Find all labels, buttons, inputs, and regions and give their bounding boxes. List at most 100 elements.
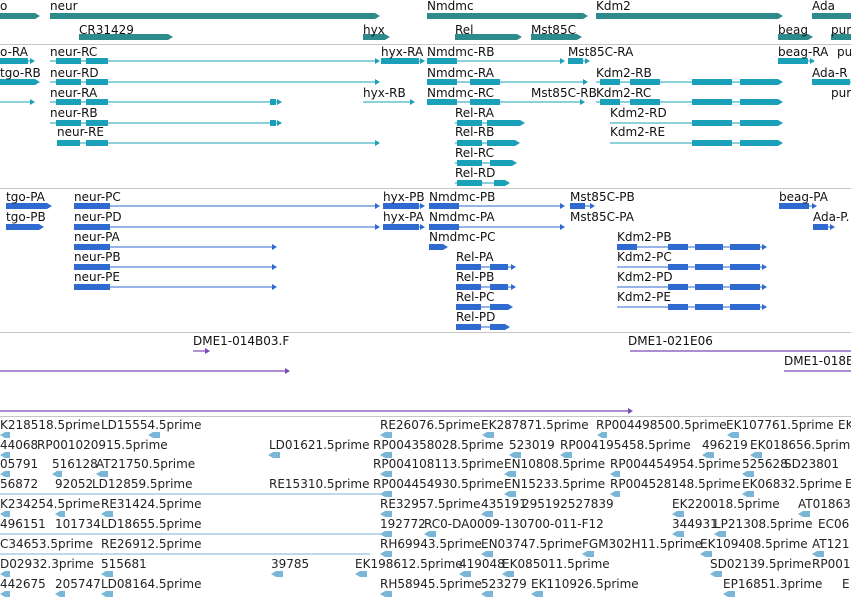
est-label[interactable]: EK198612.5prime <box>355 557 463 571</box>
protein-label[interactable]: neur-PE <box>74 270 120 284</box>
protein-label[interactable]: Mst85C-PA <box>570 210 634 224</box>
gene-label[interactable]: CR31429 <box>79 23 134 37</box>
est-label[interactable]: RE15310.5prime <box>269 477 370 491</box>
est-label[interactable]: EC06 <box>818 517 850 531</box>
gene-label[interactable]: Nmdmc <box>427 0 474 13</box>
transcript-label[interactable]: Rel-RA <box>455 106 494 120</box>
est-label[interactable]: RP001020915.5prime <box>37 438 168 452</box>
est-label[interactable]: EN03747.5prime <box>481 537 583 551</box>
protein-label[interactable]: Nmdmc-PB <box>429 190 496 204</box>
transcript-label[interactable]: Nmdmc-RA <box>427 66 494 80</box>
est-label[interactable]: LD18655.5prime <box>101 517 202 531</box>
transcript-label[interactable]: Rel-RB <box>455 125 495 139</box>
est-label[interactable]: EK06832.5prime <box>742 477 843 491</box>
est-label[interactable]: 523019 <box>509 438 555 452</box>
protein-label[interactable]: tgo-PB <box>6 210 46 224</box>
est-label[interactable]: 05791 <box>0 457 39 471</box>
est-label[interactable]: RP004528148.5prime <box>610 477 741 491</box>
protein-label[interactable]: hyx-PB <box>383 190 425 204</box>
protein-label[interactable]: Mst85C-PB <box>570 190 635 204</box>
est-label[interactable]: 205747 <box>55 577 101 591</box>
est-label[interactable]: LD08164.5prime <box>101 577 202 591</box>
est-label[interactable]: EK220018.5prime <box>672 497 780 511</box>
protein-label[interactable]: Kdm2-PD <box>617 270 673 284</box>
est-label[interactable]: EK287871.5prime <box>481 418 589 432</box>
est-label[interactable]: 101734 <box>55 517 101 531</box>
clone-label[interactable]: DME1-014B03.F <box>193 334 290 348</box>
est-label[interactable]: 39785 <box>271 557 310 571</box>
est-label[interactable]: RE31424.5prime <box>101 497 202 511</box>
gene-label[interactable]: neur <box>50 0 78 13</box>
transcript-label[interactable]: Kdm2-RE <box>610 125 666 139</box>
gene-label[interactable]: pur <box>831 23 851 37</box>
transcript-label[interactable]: Nmdmc-RB <box>427 45 495 59</box>
est-label[interactable]: RP004108113.5prime <box>373 457 504 471</box>
transcript-label[interactable]: hyx-RB <box>363 86 406 100</box>
est-label[interactable]: RP004195458.5prime <box>560 438 691 452</box>
clone-label[interactable]: DME1-018E <box>784 354 851 368</box>
est-label[interactable]: EK109408.5prime <box>700 537 808 551</box>
est-label[interactable]: 295192527839 <box>522 497 614 511</box>
transcript-label[interactable]: neur-RA <box>50 86 98 100</box>
gene-label[interactable]: Mst85C <box>531 23 576 37</box>
est-label[interactable]: E <box>845 477 851 491</box>
protein-label[interactable]: Ada-P. <box>813 210 850 224</box>
est-label[interactable]: 496219 <box>702 438 748 452</box>
transcript-label[interactable]: neur-RE <box>57 125 105 139</box>
protein-label[interactable]: tgo-PA <box>6 190 45 204</box>
protein-label[interactable]: Rel-PC <box>456 290 495 304</box>
est-label[interactable]: RP004454930.5prime <box>373 477 504 491</box>
transcript-label[interactable]: neur-RD <box>50 66 99 80</box>
protein-label[interactable]: Nmdmc-PC <box>429 230 496 244</box>
est-label[interactable]: 496151 <box>0 517 46 531</box>
transcript-label[interactable]: Rel-RC <box>455 146 494 160</box>
est-label[interactable]: 525628 <box>742 457 788 471</box>
transcript-label[interactable]: Mst85C-RB <box>531 86 597 100</box>
transcript-label[interactable]: neur-RB <box>50 106 98 120</box>
protein-label[interactable]: Kdm2-PE <box>617 290 671 304</box>
est-label[interactable]: EN15233.5prime <box>504 477 606 491</box>
est-label[interactable]: EK <box>838 418 851 432</box>
transcript-label[interactable]: Kdm2-RD <box>610 106 667 120</box>
est-label[interactable]: 515681 <box>101 557 147 571</box>
est-label[interactable]: LD01621.5prime <box>269 438 370 452</box>
est-label[interactable]: D02932.3prime <box>0 557 94 571</box>
est-label[interactable]: C34653.5prime <box>0 537 93 551</box>
protein-label[interactable]: neur-PD <box>74 210 122 224</box>
est-label[interactable]: EN10808.5prime <box>504 457 606 471</box>
transcript-label[interactable]: pur <box>831 86 851 100</box>
est-label[interactable]: RP004454954.5prime <box>610 457 741 471</box>
est-label[interactable]: RH69943.5prime <box>380 537 482 551</box>
est-label[interactable]: RC0-DA0009-130700-011-F12 <box>424 517 604 531</box>
est-label[interactable]: EP16851.3prime <box>723 577 823 591</box>
transcript-label[interactable]: pur <box>837 45 851 59</box>
est-label[interactable]: K218518.5prime <box>0 418 101 432</box>
transcript-label[interactable]: Rel-RD <box>455 166 496 180</box>
est-label[interactable]: SD23801 <box>784 457 840 471</box>
est-label[interactable]: 192772 <box>380 517 426 531</box>
est-label[interactable]: EK110926.5prime <box>531 577 639 591</box>
est-label[interactable]: FGM302H11.5prime <box>582 537 703 551</box>
est-label[interactable]: SD02139.5prime <box>710 557 812 571</box>
est-label[interactable]: RP004498500.5prime <box>596 418 727 432</box>
est-label[interactable]: 92052 <box>55 477 94 491</box>
gene-label[interactable]: o <box>0 0 8 13</box>
protein-label[interactable]: beag-PA <box>779 190 828 204</box>
est-label[interactable]: EK085011.5prime <box>502 557 610 571</box>
est-label[interactable]: 523279 <box>481 577 527 591</box>
est-label[interactable]: 442675 <box>0 577 46 591</box>
est-label[interactable]: 44068 <box>0 438 39 452</box>
est-label[interactable]: 344931 <box>672 517 718 531</box>
protein-label[interactable]: Nmdmc-PA <box>429 210 495 224</box>
est-label[interactable]: LP21308.5prime <box>714 517 813 531</box>
est-label[interactable]: AT21750.5prime <box>96 457 196 471</box>
est-label[interactable]: LD12859.5prime <box>92 477 193 491</box>
protein-label[interactable]: neur-PB <box>74 250 121 264</box>
transcript-label[interactable]: hyx-RA <box>381 45 424 59</box>
est-label[interactable]: LD15554.5prime <box>101 418 202 432</box>
protein-label[interactable]: Kdm2-PC <box>617 250 672 264</box>
est-label[interactable]: EK018656.5prime <box>750 438 851 452</box>
est-label[interactable]: AT01863 <box>798 497 851 511</box>
protein-label[interactable]: Rel-PD <box>456 310 496 324</box>
est-label[interactable]: RE26076.5prime <box>380 418 481 432</box>
